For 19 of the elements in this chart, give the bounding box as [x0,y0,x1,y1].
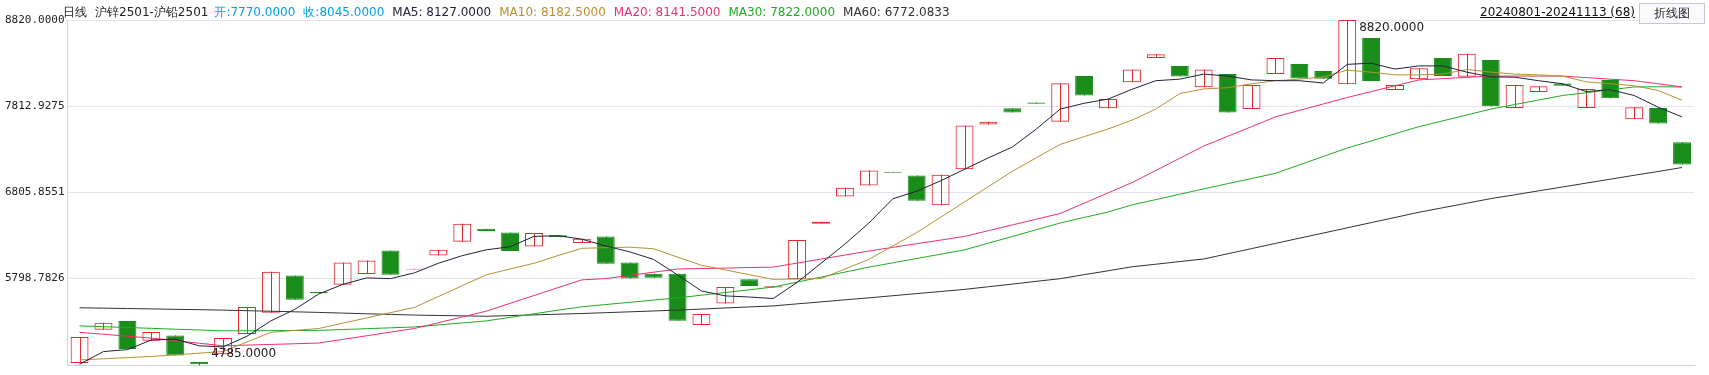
y-tick-label: 7812.9275 [4,99,65,113]
text: MA10: 8182.5000 [499,5,606,19]
text: 20240801-20241113 (68) [1480,5,1635,19]
candlestick [955,125,974,170]
text: MA5: 8127.0000 [392,5,492,19]
chart-subtitle: 沪锌2501-沪铅2501 [95,5,209,19]
y-tick-label: 6805.8551 [4,185,65,199]
text: MA20: 8141.5000 [613,5,721,19]
y-tick-label: 5798.7826 [4,271,65,285]
y-tick-label: 8820.0000 [4,12,65,26]
text: 收:8045.0000 [303,5,385,19]
annotation: 8820.0000 [1359,20,1425,35]
text: 开:7770.0000 [214,5,296,19]
text: MA30: 7822.0000 [728,5,836,19]
text: 折线图 [1639,3,1705,24]
text: MA60: 6772.0833 [843,5,950,19]
chart-title: 日线 [63,5,87,19]
candlestick [1242,84,1261,110]
annotation: 4785.0000 [211,345,277,360]
